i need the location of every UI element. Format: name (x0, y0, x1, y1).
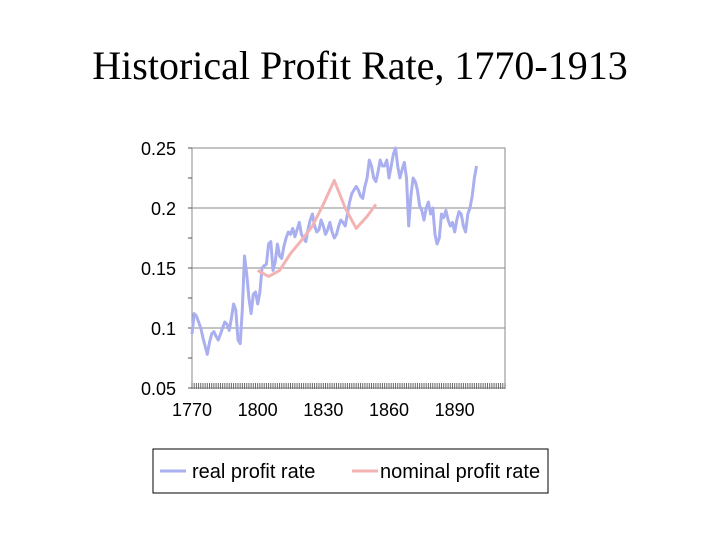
x-tick-label: 1830 (303, 400, 343, 420)
x-tick-label: 1890 (435, 400, 475, 420)
legend-label: real profit rate (192, 461, 315, 483)
y-tick-label: 0.25 (141, 139, 176, 159)
y-tick-label: 0.05 (141, 379, 176, 399)
series-line (256, 178, 378, 278)
x-axis: 1770 1800 1830 1860 1890 (172, 383, 506, 420)
legend-box (152, 448, 549, 494)
y-tick-label: 0.2 (151, 199, 176, 219)
series-line (190, 146, 478, 356)
y-tick-label: 0.15 (141, 259, 176, 279)
y-tick-label: 0.1 (151, 319, 176, 339)
x-tick-label: 1770 (172, 400, 212, 420)
x-tick-label: 1860 (369, 400, 409, 420)
chart-title: Historical Profit Rate, 1770-1913 (92, 43, 628, 88)
legend: real profit rate nominal profit rate (152, 448, 549, 494)
y-axis: 0.25 0.2 0.15 0.1 0.05 (141, 139, 192, 399)
x-tick-label: 1800 (238, 400, 278, 420)
legend-label: nominal profit rate (380, 461, 540, 483)
series-lines (190, 146, 478, 356)
gridlines (192, 147, 505, 329)
